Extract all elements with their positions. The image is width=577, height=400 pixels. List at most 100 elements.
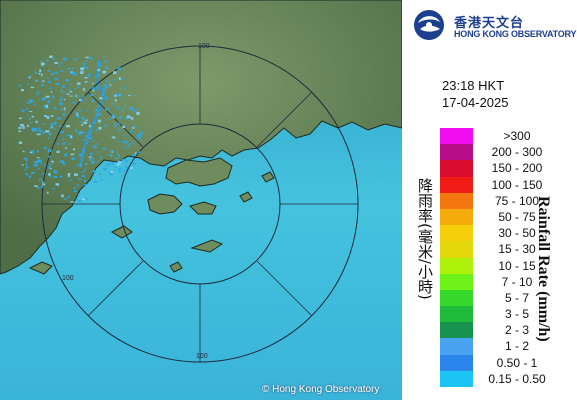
range-spokes [42,46,358,362]
rain-echo [92,145,97,148]
rain-echo [79,163,82,167]
rain-echo [96,87,99,90]
rain-echo [102,88,107,91]
rain-echo [37,186,40,189]
rain-echo [111,114,116,117]
rain-echo [89,159,92,161]
rain-echo [94,121,96,125]
rain-echo [68,142,71,145]
rain-echo [62,85,65,88]
rain-echo [98,127,102,130]
rain-echo [35,161,39,164]
rain-echo [98,64,102,67]
rain-echo [90,152,93,156]
rain-echo [136,135,140,137]
rain-echo [39,60,42,62]
legend-title-cn: 降雨率(毫米/小時) [416,178,434,300]
rain-echo [95,129,98,132]
rain-echo [97,69,101,72]
rain-echo [44,164,46,167]
rain-echo [87,134,92,136]
rain-echo [45,106,49,109]
rain-echo [26,114,29,116]
rain-echo [53,121,57,125]
hk-island [189,201,217,215]
rain-echo [98,119,101,123]
rain-echo [114,166,117,168]
rain-echo [132,162,136,165]
rain-echo [39,178,42,181]
rain-echo [73,58,77,61]
rain-echo [68,89,72,91]
rain-echo [53,170,57,173]
rain-echo [23,157,28,160]
rain-echo [49,55,53,58]
rain-echo [92,82,94,85]
rain-echo [68,68,70,70]
rain-echo [74,94,77,97]
rain-echo [25,172,28,176]
rain-echo [104,124,108,127]
outlying-island [239,191,253,203]
rain-echo [92,87,95,90]
rain-echo [50,123,54,126]
rain-echo [62,142,66,145]
copyright-notice: © Hong Kong Observatory [262,384,380,395]
rain-echo [115,140,120,142]
rain-echo [67,195,70,198]
rain-echo [99,97,103,100]
rain-echo [81,175,86,178]
hk-peninsula [165,157,233,187]
legend-swatch [440,225,473,242]
rain-echo [75,111,78,115]
outlying-island [190,239,224,253]
rain-echo [98,173,102,176]
legend-title-en: Rainfall Rate (mm/h) [535,196,552,342]
rain-echo [25,163,28,166]
rain-echo [109,84,112,86]
rain-echo [74,88,77,90]
rain-echo [118,168,122,170]
rain-echo [76,184,80,186]
rain-echo [61,138,65,140]
rain-echo [43,97,47,100]
rain-echo [42,183,46,186]
rain-echo [59,102,63,106]
radar-map: 100 100 100 © Hong Kong Observatory [0,0,402,400]
legend-label: 75 - 100 [494,193,540,208]
rain-echo [84,81,88,83]
rain-echo [61,194,64,198]
rain-echo [47,70,51,72]
rain-echo [65,79,70,82]
rain-echo [22,126,25,128]
rain-echo [81,123,83,126]
rain-echo [18,126,21,130]
rain-echo [38,159,42,163]
rain-echo [124,140,129,144]
rain-echo [118,77,121,80]
rain-echo [106,163,111,166]
rain-echo [64,153,67,157]
rain-echo [21,89,24,92]
rain-echo [48,166,51,169]
rain-echo [79,109,82,111]
rain-echo [25,159,28,162]
rain-echo [54,78,59,80]
rain-echo [18,85,22,87]
rain-echo [62,92,65,94]
rain-echo [38,127,41,129]
legend-label: 150 - 200 [491,161,543,176]
rain-echo [89,57,93,60]
rain-echo [36,150,39,153]
rain-echo [134,152,137,155]
range-ring-label: 100 [196,353,208,360]
rain-echo [115,94,119,97]
rain-echo [104,60,108,63]
rain-echo [118,116,122,119]
rain-echo [99,179,103,181]
rain-echo [111,161,115,165]
rain-echo [60,131,63,134]
legend-label: 100 - 150 [491,177,543,192]
rain-echo [118,170,121,173]
range-ring-label: 100 [198,43,210,50]
